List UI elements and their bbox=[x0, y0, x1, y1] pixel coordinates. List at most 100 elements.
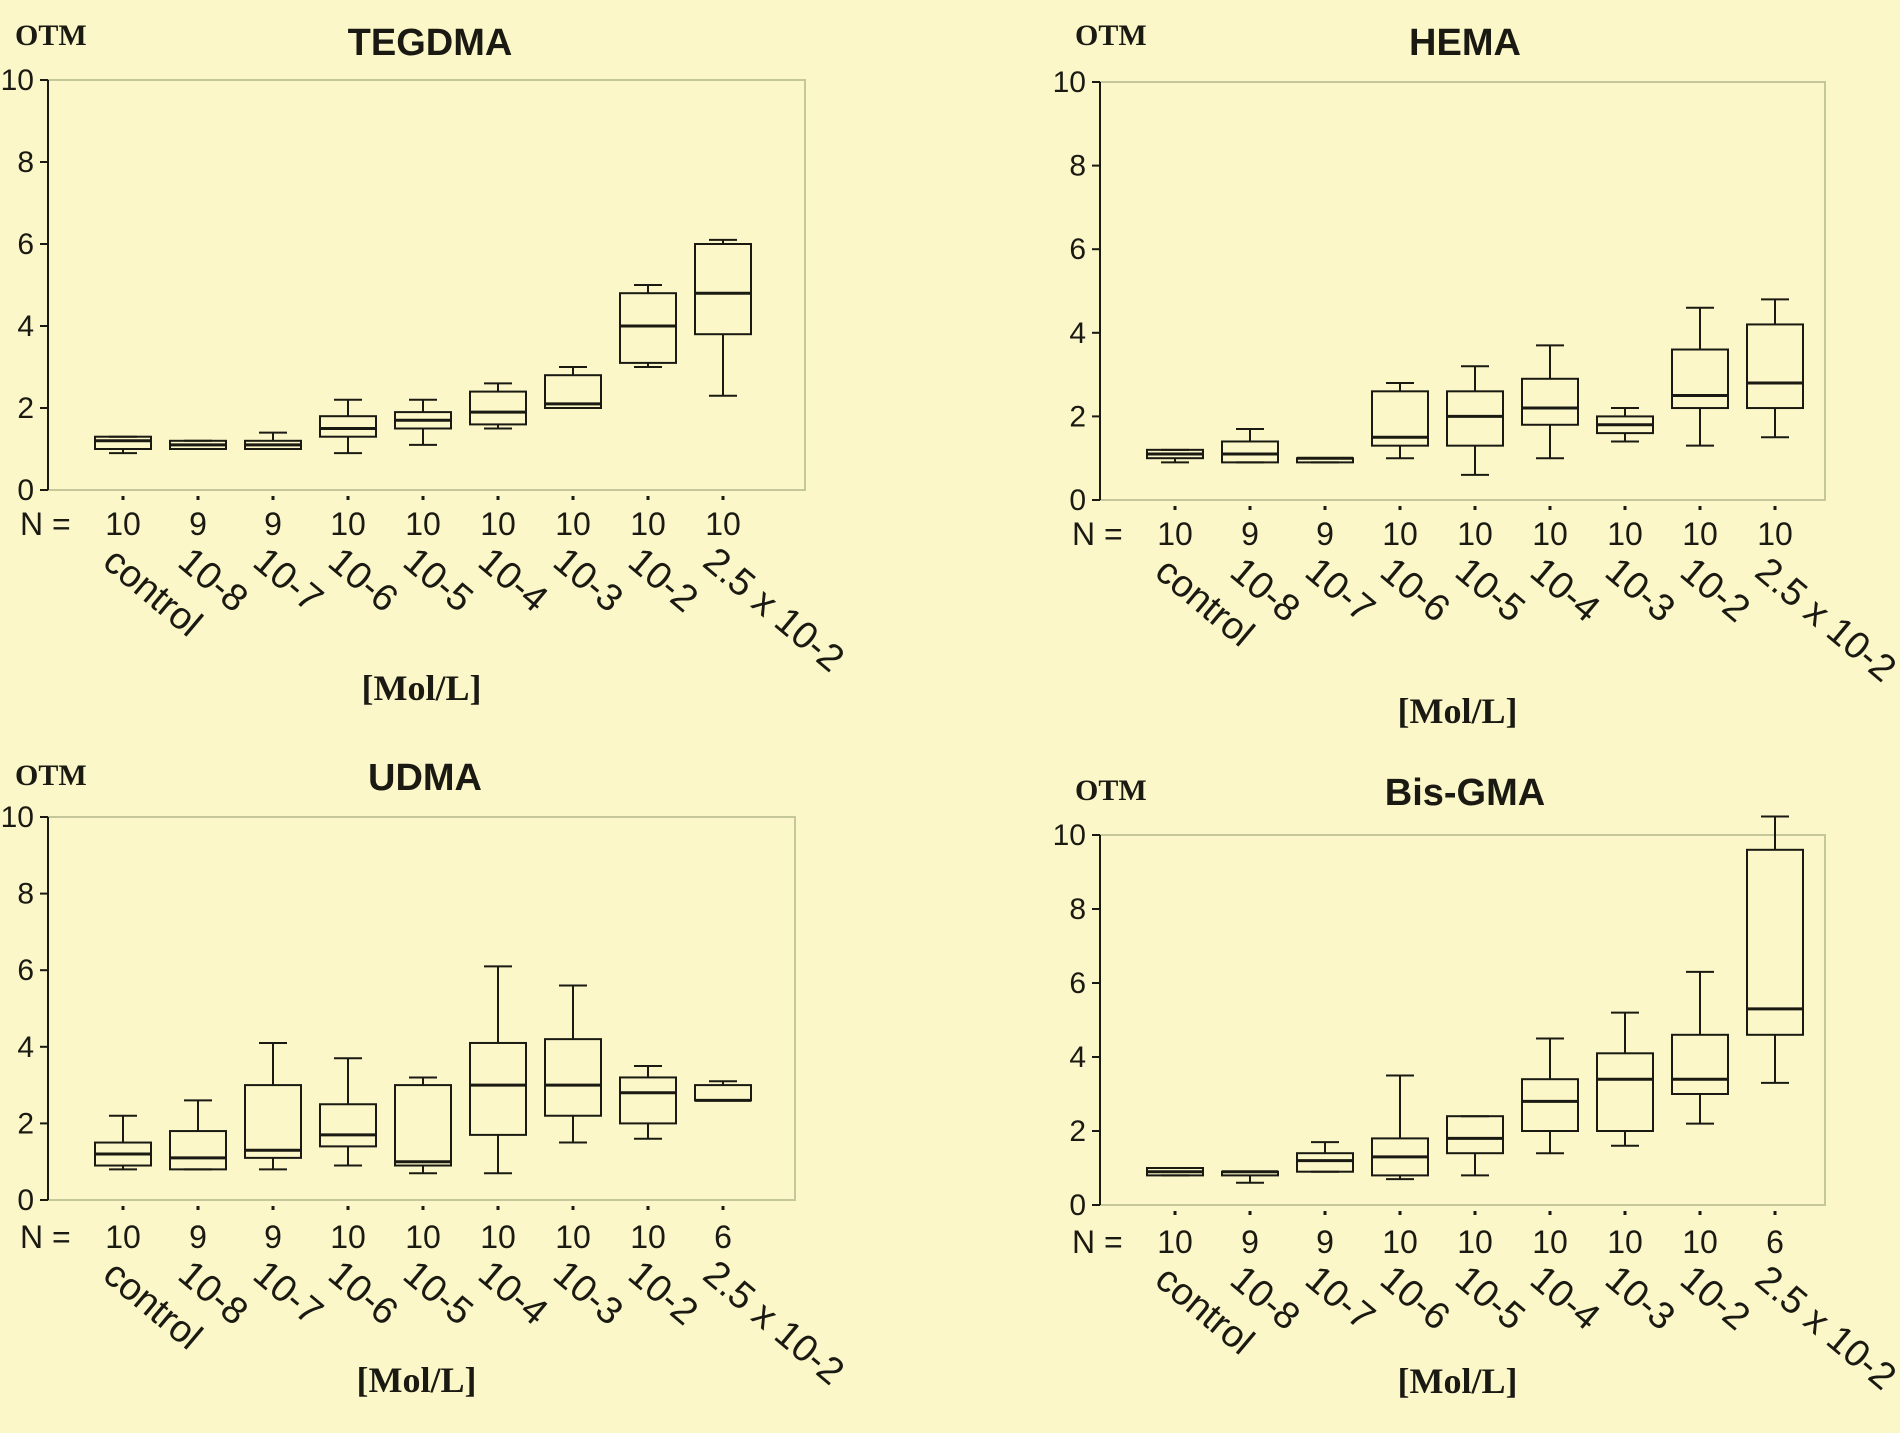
iqr-box bbox=[1671, 1033, 1729, 1096]
y-tick-label: 0 bbox=[17, 1184, 34, 1217]
box-6 bbox=[469, 965, 527, 1210]
y-tick-label: 8 bbox=[1069, 150, 1086, 183]
y-tick-label: 10 bbox=[1, 64, 34, 97]
y-tick-label: 6 bbox=[1069, 233, 1086, 266]
plot-frame bbox=[1099, 81, 1826, 501]
n-value: 10 bbox=[1757, 516, 1793, 552]
plot-frame bbox=[47, 816, 796, 1201]
n-prefix: N = bbox=[20, 1219, 71, 1255]
y-tick-label: 2 bbox=[1069, 400, 1086, 433]
x-category-label: 10-5 bbox=[1447, 550, 1532, 631]
y-tick-label: 6 bbox=[17, 954, 34, 987]
x-category-label: 10-5 bbox=[395, 540, 480, 621]
iqr-box bbox=[619, 1076, 677, 1125]
box-4 bbox=[1371, 1074, 1429, 1215]
n-value: 10 bbox=[705, 506, 741, 542]
box-2 bbox=[169, 439, 227, 500]
box-8 bbox=[1671, 970, 1729, 1215]
box-2 bbox=[1221, 427, 1279, 510]
y-tick-label: 0 bbox=[17, 474, 34, 507]
n-value: 9 bbox=[1316, 1224, 1334, 1260]
y-tick-label: 4 bbox=[1069, 317, 1086, 350]
x-category-label: 10-5 bbox=[395, 1253, 480, 1334]
n-value: 10 bbox=[1607, 1224, 1643, 1260]
n-value: 9 bbox=[264, 506, 282, 542]
box-7 bbox=[544, 366, 602, 500]
n-value: 10 bbox=[630, 1219, 666, 1255]
box-8 bbox=[619, 1064, 677, 1210]
iqr-box bbox=[1446, 1115, 1504, 1155]
box-6 bbox=[1521, 1037, 1579, 1215]
y-tick-label: 10 bbox=[1053, 819, 1086, 852]
box-4 bbox=[319, 398, 377, 500]
y-axis-label: OTM bbox=[15, 19, 87, 52]
y-tick-label: 8 bbox=[17, 146, 34, 179]
x-category-label: 10-4 bbox=[470, 540, 555, 621]
y-tick-label: 6 bbox=[1069, 967, 1086, 1000]
n-value: 10 bbox=[405, 1219, 441, 1255]
x-category-label: 10-5 bbox=[1447, 1258, 1532, 1339]
x-category-label: 2.5 x 10-2 bbox=[695, 540, 851, 681]
n-value: 9 bbox=[1241, 516, 1259, 552]
box-7 bbox=[544, 984, 602, 1210]
y-tick-label: 6 bbox=[17, 228, 34, 261]
box-4 bbox=[1371, 381, 1429, 510]
n-value: 10 bbox=[1382, 516, 1418, 552]
box-5 bbox=[1446, 1115, 1504, 1215]
iqr-box bbox=[94, 435, 152, 451]
n-value: 6 bbox=[714, 1219, 732, 1255]
iqr-box bbox=[244, 1084, 302, 1159]
box-7 bbox=[1596, 407, 1654, 510]
n-value: 10 bbox=[105, 1219, 141, 1255]
n-value: 10 bbox=[480, 1219, 516, 1255]
n-value: 6 bbox=[1766, 1224, 1784, 1260]
x-category-label: 10-7 bbox=[1297, 1258, 1382, 1339]
box-1 bbox=[1146, 1167, 1204, 1215]
iqr-box bbox=[1371, 390, 1429, 447]
n-value: 10 bbox=[630, 506, 666, 542]
x-category-label: 10-6 bbox=[320, 540, 405, 621]
iqr-box bbox=[1296, 1152, 1354, 1173]
y-axis-label: OTM bbox=[15, 759, 87, 792]
y-axis-label: OTM bbox=[1075, 19, 1147, 52]
box-9 bbox=[1746, 815, 1804, 1215]
n-value: 10 bbox=[1457, 516, 1493, 552]
n-value: 9 bbox=[189, 1219, 207, 1255]
x-category-label: 2.5 x 10-2 bbox=[695, 1253, 851, 1394]
n-value: 10 bbox=[1682, 1224, 1718, 1260]
n-value: 10 bbox=[1457, 1224, 1493, 1260]
y-tick-label: 8 bbox=[17, 878, 34, 911]
n-value: 10 bbox=[330, 506, 366, 542]
x-category-label: 10-7 bbox=[245, 540, 330, 621]
x-category-label: 10-2 bbox=[1672, 1258, 1757, 1339]
n-prefix: N = bbox=[1072, 516, 1123, 552]
n-value: 9 bbox=[189, 506, 207, 542]
iqr-box bbox=[1446, 390, 1504, 447]
x-category-label: 10-4 bbox=[1522, 1258, 1607, 1339]
box-2 bbox=[1221, 1170, 1279, 1215]
iqr-box bbox=[319, 1103, 377, 1148]
n-value: 10 bbox=[1382, 1224, 1418, 1260]
n-value: 10 bbox=[555, 1219, 591, 1255]
x-category-label: 2.5 x 10-2 bbox=[1747, 550, 1900, 691]
box-3 bbox=[244, 1041, 302, 1210]
iqr-box bbox=[1521, 377, 1579, 426]
n-value: 9 bbox=[1316, 516, 1334, 552]
box-1 bbox=[94, 1114, 152, 1210]
iqr-box bbox=[694, 1084, 752, 1102]
box-9 bbox=[694, 1080, 752, 1210]
y-tick-label: 10 bbox=[1, 801, 34, 834]
iqr-box bbox=[1521, 1078, 1579, 1132]
y-tick-label: 4 bbox=[17, 1031, 34, 1064]
y-tick-label: 4 bbox=[1069, 1041, 1086, 1074]
iqr-box bbox=[1671, 348, 1729, 410]
n-value: 10 bbox=[480, 506, 516, 542]
iqr-box bbox=[469, 1041, 527, 1136]
x-category-label: 10-4 bbox=[470, 1253, 555, 1334]
x-category-label: 10-3 bbox=[545, 540, 630, 621]
n-value: 10 bbox=[1532, 516, 1568, 552]
